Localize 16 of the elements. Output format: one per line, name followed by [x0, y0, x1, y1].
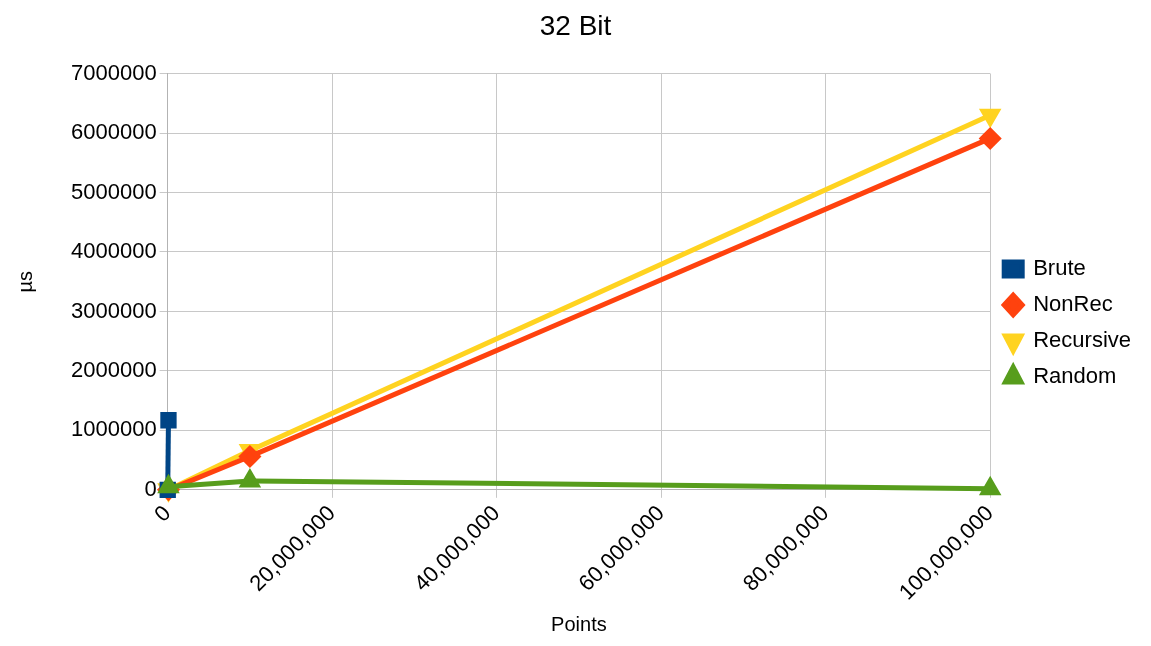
legend-label: Recursive: [1033, 327, 1131, 353]
x-axis-title: Points: [551, 612, 607, 635]
y-tick-label: 1000000: [70, 416, 157, 442]
y-tick-label: 7000000: [70, 59, 157, 85]
y-tick-label: 0: [144, 475, 157, 501]
legend-label: Brute: [1033, 255, 1086, 281]
y-tick-label: 5000000: [70, 178, 157, 204]
y-axis-title: µs: [13, 270, 36, 293]
legend-label: NonRec: [1033, 291, 1113, 317]
y-tick-label: 3000000: [70, 297, 157, 323]
y-tick-label: 4000000: [70, 238, 157, 264]
chart-title: 32 Bit: [539, 9, 612, 41]
y-tick-label: 2000000: [70, 356, 157, 382]
legend-label: Random: [1033, 363, 1117, 389]
x-tick-label: 0: [149, 500, 176, 527]
y-tick-label: 6000000: [70, 119, 157, 145]
